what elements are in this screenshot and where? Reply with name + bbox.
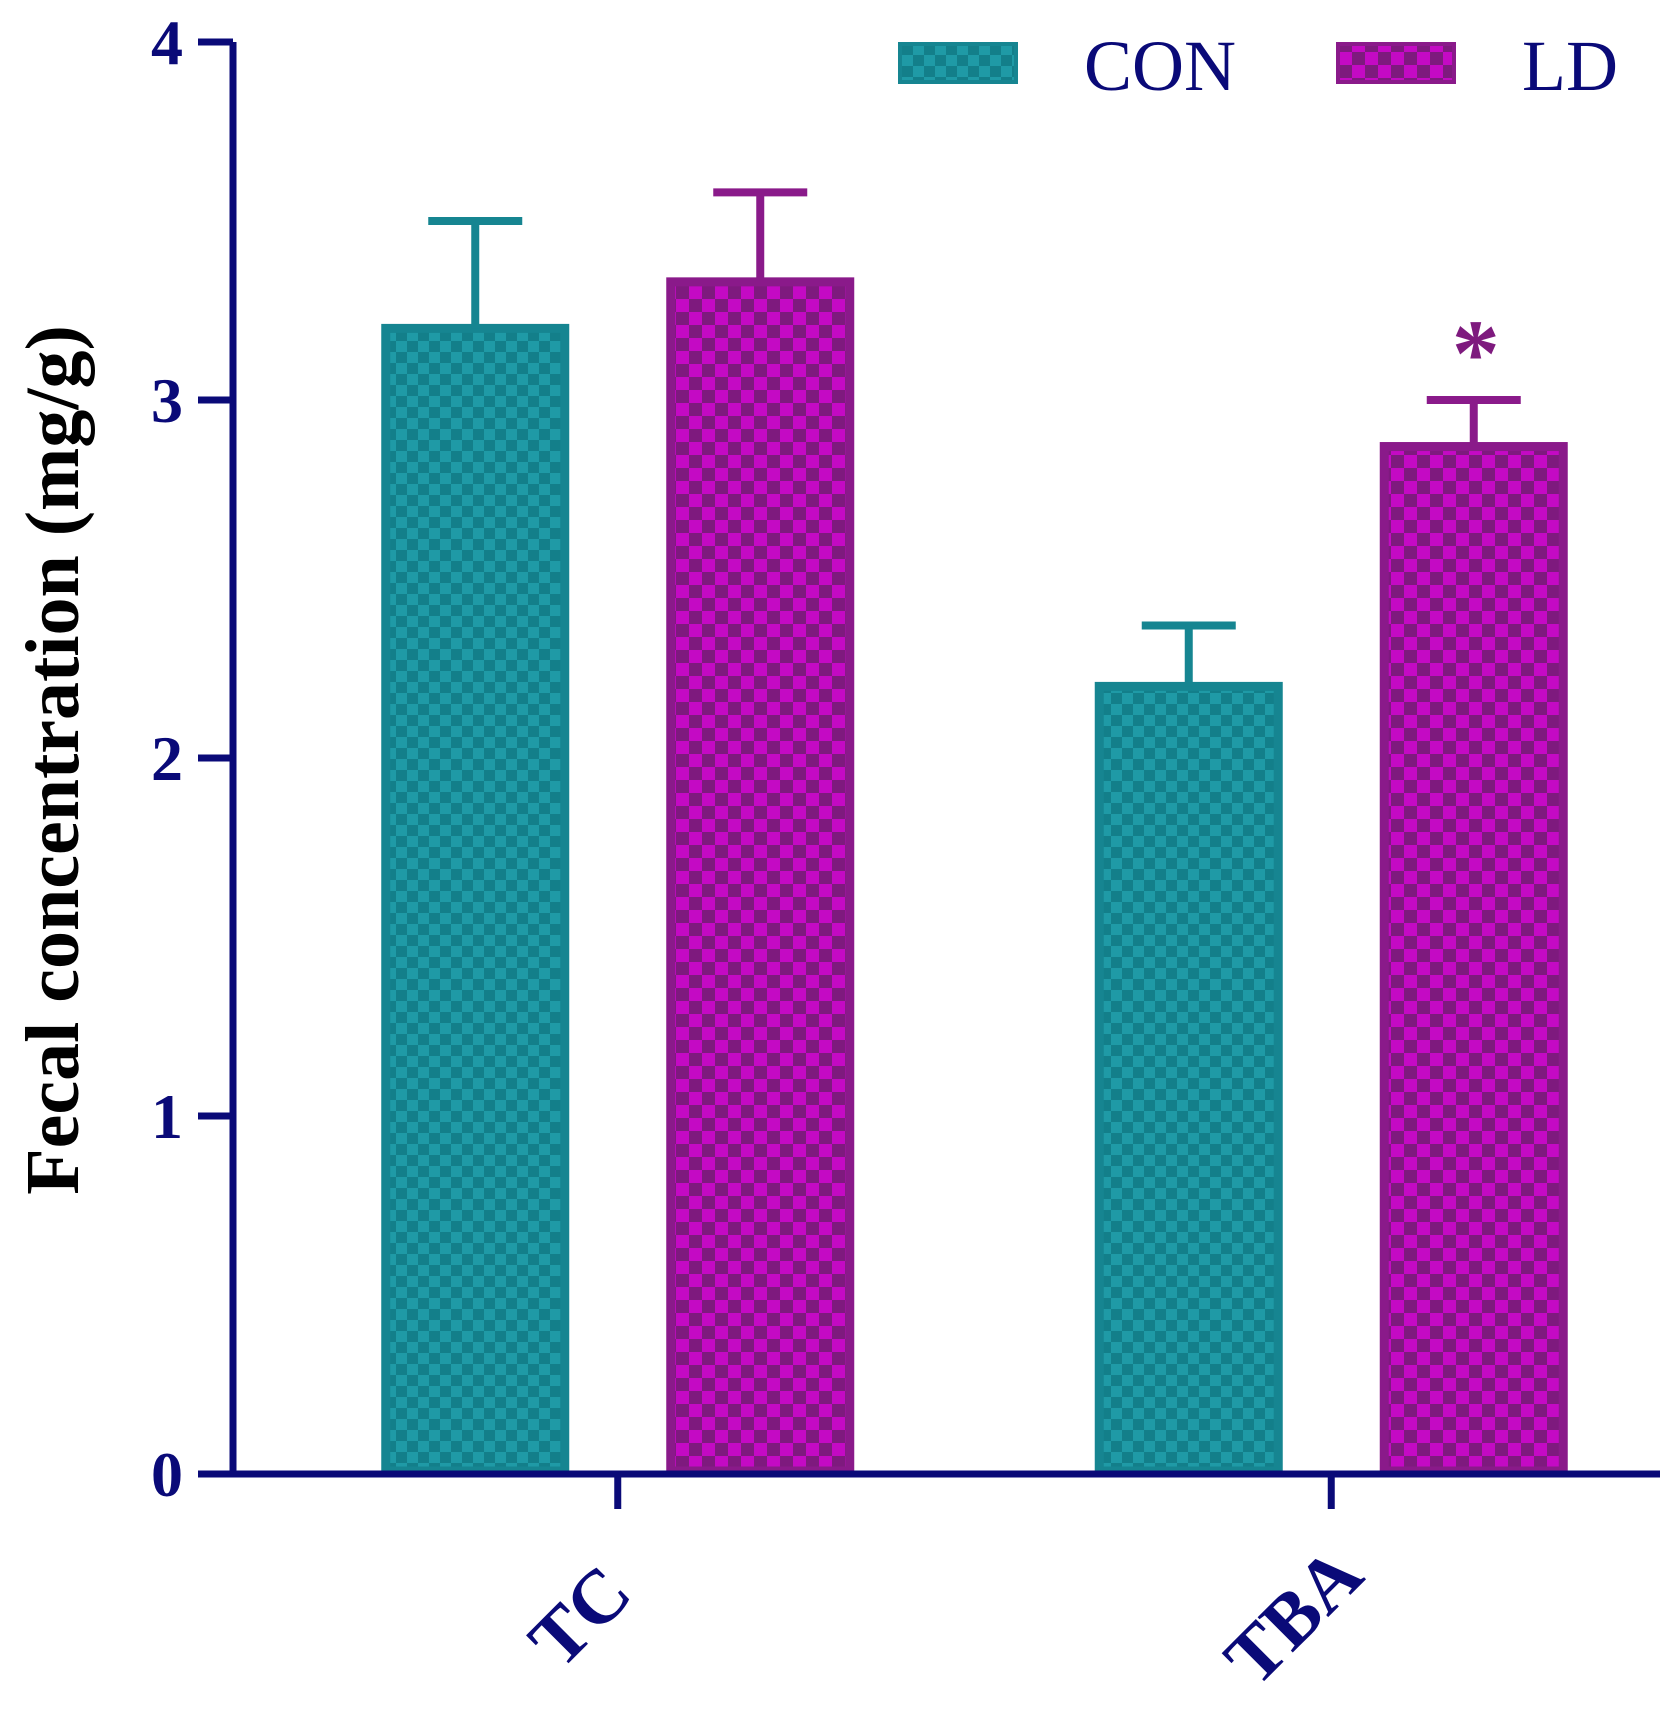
x-ticks: TC TBA bbox=[513, 1474, 1379, 1701]
y-tick-label: 4 bbox=[151, 7, 183, 78]
bar-con-tc bbox=[381, 323, 570, 1476]
error-bars-layer: * bbox=[428, 188, 1521, 687]
significance-marker: * bbox=[1452, 300, 1500, 407]
y-tick-label: 2 bbox=[151, 723, 183, 794]
legend-label-con: CON bbox=[1084, 26, 1236, 106]
legend: CON LD bbox=[898, 26, 1618, 106]
bars-layer bbox=[381, 277, 1568, 1476]
y-tick-label: 1 bbox=[151, 1081, 183, 1152]
y-axis-title: Fecal concentration (mg/g) bbox=[11, 325, 95, 1195]
y-tick-label: 0 bbox=[151, 1439, 183, 1510]
bar-ld-tba bbox=[1379, 442, 1568, 1476]
x-tick-label: TC bbox=[513, 1549, 647, 1683]
bar-ld-tc bbox=[666, 277, 855, 1476]
legend-swatch-con bbox=[898, 42, 1018, 84]
legend-swatch-ld bbox=[1336, 42, 1456, 84]
legend-label-ld: LD bbox=[1522, 26, 1618, 106]
y-ticks: 0 1 2 3 4 bbox=[151, 7, 233, 1510]
bar-con-tba bbox=[1094, 681, 1283, 1476]
x-tick-label: TBA bbox=[1209, 1531, 1379, 1701]
y-tick-label: 3 bbox=[151, 365, 183, 436]
